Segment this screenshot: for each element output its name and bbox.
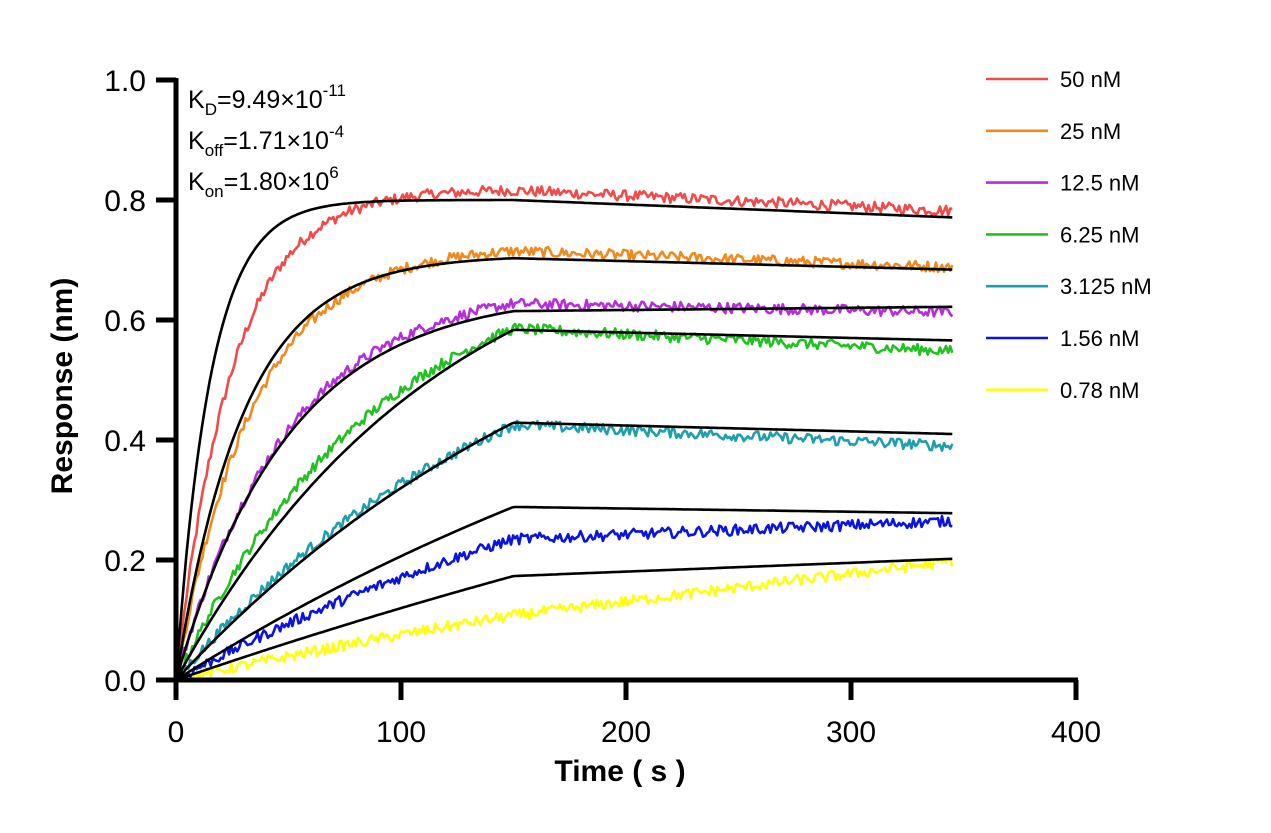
kon-annotation: Kon=1.80×106	[188, 163, 339, 201]
legend-label: 0.78 nM	[1060, 378, 1140, 403]
fit-curve-6-25-nm	[174, 328, 953, 681]
x-tick-label: 300	[826, 716, 876, 749]
series-line-1-56-nm	[175, 514, 953, 682]
fit-curve-12-5-nm	[174, 305, 953, 681]
y-tick-label: 1.0	[104, 65, 146, 98]
legend-label: 1.56 nM	[1060, 326, 1140, 351]
series-line-12-5-nm	[174, 297, 954, 681]
x-axis-title: Time ( s )	[554, 755, 685, 788]
y-tick-label: 0.4	[104, 425, 146, 458]
legend-label: 25 nM	[1060, 119, 1121, 144]
legend-label: 3.125 nM	[1060, 274, 1152, 299]
y-tick-label: 0.0	[104, 665, 146, 698]
y-tick-label: 0.8	[104, 185, 146, 218]
x-tick-label: 200	[601, 716, 651, 749]
series-line-25-nm	[174, 245, 954, 681]
plot-area	[174, 184, 954, 683]
fit-curve-3-125-nm	[175, 421, 953, 681]
axes: 0.0 0.2 0.4 0.6 0.8 1.0 0 100 200 300 400	[104, 65, 1101, 749]
fit-curve-0-78-nm	[175, 557, 953, 682]
legend-label: 50 nM	[1060, 67, 1121, 92]
x-tick-label: 100	[376, 716, 426, 749]
y-tick-label: 0.6	[104, 305, 146, 338]
koff-annotation: Koff=1.71×10-4	[188, 122, 344, 160]
fit-curve-1-56-nm	[175, 505, 953, 682]
legend-label: 6.25 nM	[1060, 222, 1140, 247]
legend-label: 12.5 nM	[1060, 171, 1140, 196]
fit-curve-25-nm	[174, 256, 953, 681]
series-line-3-125-nm	[175, 419, 954, 681]
y-axis-title: Response (nm)	[46, 278, 79, 495]
y-tick-label: 0.2	[104, 545, 146, 578]
series-line-0-78-nm	[175, 557, 954, 683]
x-tick-label: 0	[168, 716, 185, 749]
legend: 50 nM 25 nM 12.5 nM 6.25 nM 3.125 nM 1.56 nM 0…	[986, 67, 1152, 403]
x-tick-label: 400	[1051, 716, 1101, 749]
series-line-50-nm	[174, 184, 953, 681]
kd-annotation: KD=9.49×10-11	[188, 81, 346, 119]
fit-curve-50-nm	[174, 198, 953, 681]
kinetic-constants-annotation: KD=9.49×10-11 Koff=1.71×10-4 Kon=1.80×10…	[188, 81, 346, 201]
